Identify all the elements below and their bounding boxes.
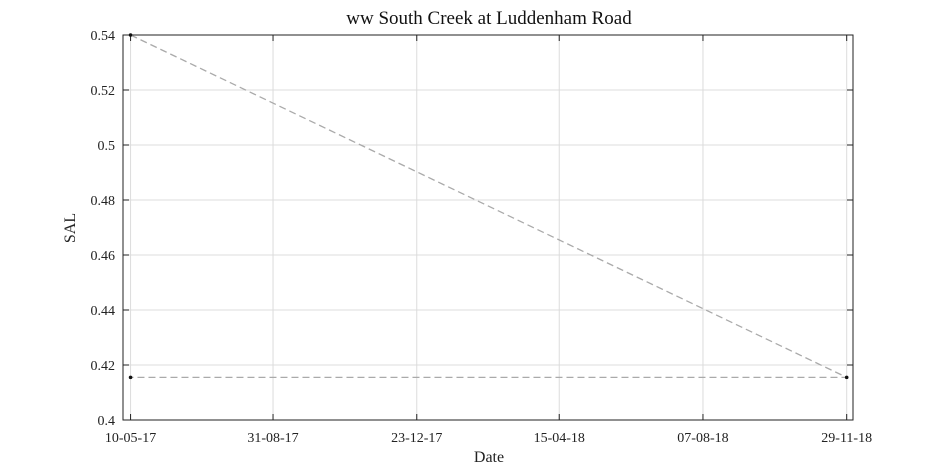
x-tick-label: 29-11-18 [821, 431, 872, 446]
y-tick-label: 0.5 [98, 139, 116, 154]
data-point [128, 375, 133, 380]
x-tick-label: 31-08-17 [247, 431, 298, 446]
x-axis-label: Date [474, 449, 504, 466]
y-tick-label: 0.54 [91, 29, 116, 44]
y-tick-label: 0.4 [98, 414, 116, 429]
y-tick-label: 0.42 [91, 359, 116, 374]
y-axis-tick-labels: 0.4 0.42 0.44 0.46 0.48 0.5 0.52 0.54 [91, 29, 116, 429]
series-line [130, 34, 847, 379]
x-axis-tick-labels: 10-05-17 31-08-17 23-12-17 15-04-18 07-08-18… [105, 431, 872, 446]
y-axis-label: SAL [62, 213, 79, 243]
y-tick-label: 0.52 [91, 84, 116, 99]
x-tick-label: 10-05-17 [105, 431, 156, 446]
x-tick-label: 07-08-18 [677, 431, 728, 446]
axis-ticks [123, 34, 853, 421]
chart-title: ww South Creek at Luddenham Road [346, 8, 632, 29]
x-tick-label: 15-04-18 [534, 431, 585, 446]
series [128, 33, 849, 380]
x-tick-label: 23-12-17 [391, 431, 442, 446]
y-tick-label: 0.46 [91, 249, 116, 264]
y-tick-label: 0.48 [91, 194, 116, 209]
grid [123, 34, 853, 421]
data-point [844, 375, 849, 380]
y-tick-label: 0.44 [91, 304, 116, 319]
data-point [128, 33, 133, 37]
plot-frame [122, 34, 854, 421]
